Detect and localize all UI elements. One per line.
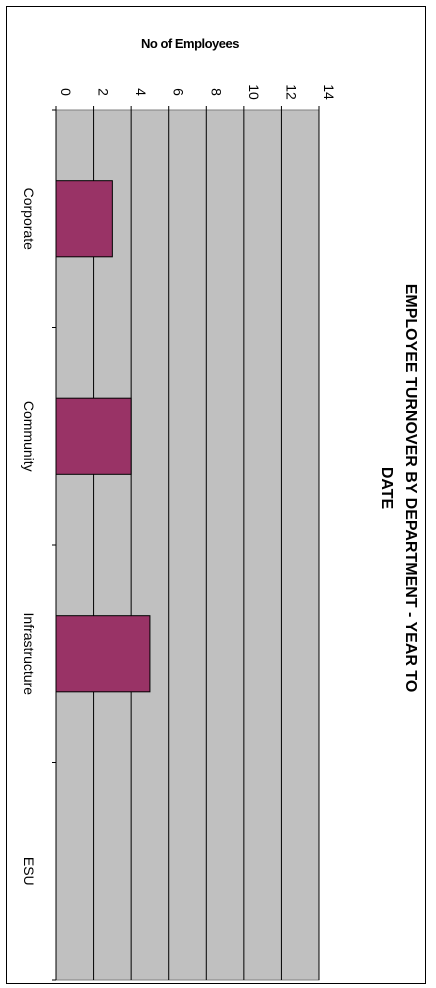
value-tick-label: 10 (246, 84, 262, 100)
value-tick-label: 14 (321, 84, 337, 100)
y-axis-title: No of Employees (141, 36, 239, 51)
value-tick-label: 2 (96, 88, 112, 96)
value-tick-label: 6 (171, 88, 187, 96)
bar (55, 397, 132, 475)
bar (55, 180, 113, 258)
category-label: Corporate (21, 188, 37, 250)
value-tick-label: 12 (283, 84, 299, 100)
category-label: Infrastructure (21, 613, 37, 696)
chart-title: EMPLOYEE TURNOVER BY DEPARTMENT - YEAR T… (378, 284, 419, 693)
category-label: ESU (21, 857, 37, 886)
bars (55, 180, 151, 693)
chart-title-line-2: DATE (378, 467, 395, 510)
value-tick-label: 0 (58, 88, 74, 96)
bar (55, 615, 151, 693)
category-labels: Corporate Community Infrastructure ESU (21, 188, 37, 886)
chart-title-line-1: EMPLOYEE TURNOVER BY DEPARTMENT - YEAR T… (402, 284, 419, 693)
category-label: Community (21, 401, 37, 472)
category-ticks (52, 109, 56, 981)
gridlines (93, 110, 320, 980)
value-tick-labels: 0 2 4 6 8 10 12 14 (55, 84, 337, 110)
value-tick-label: 4 (133, 88, 149, 96)
value-tick-label: 8 (208, 88, 224, 96)
